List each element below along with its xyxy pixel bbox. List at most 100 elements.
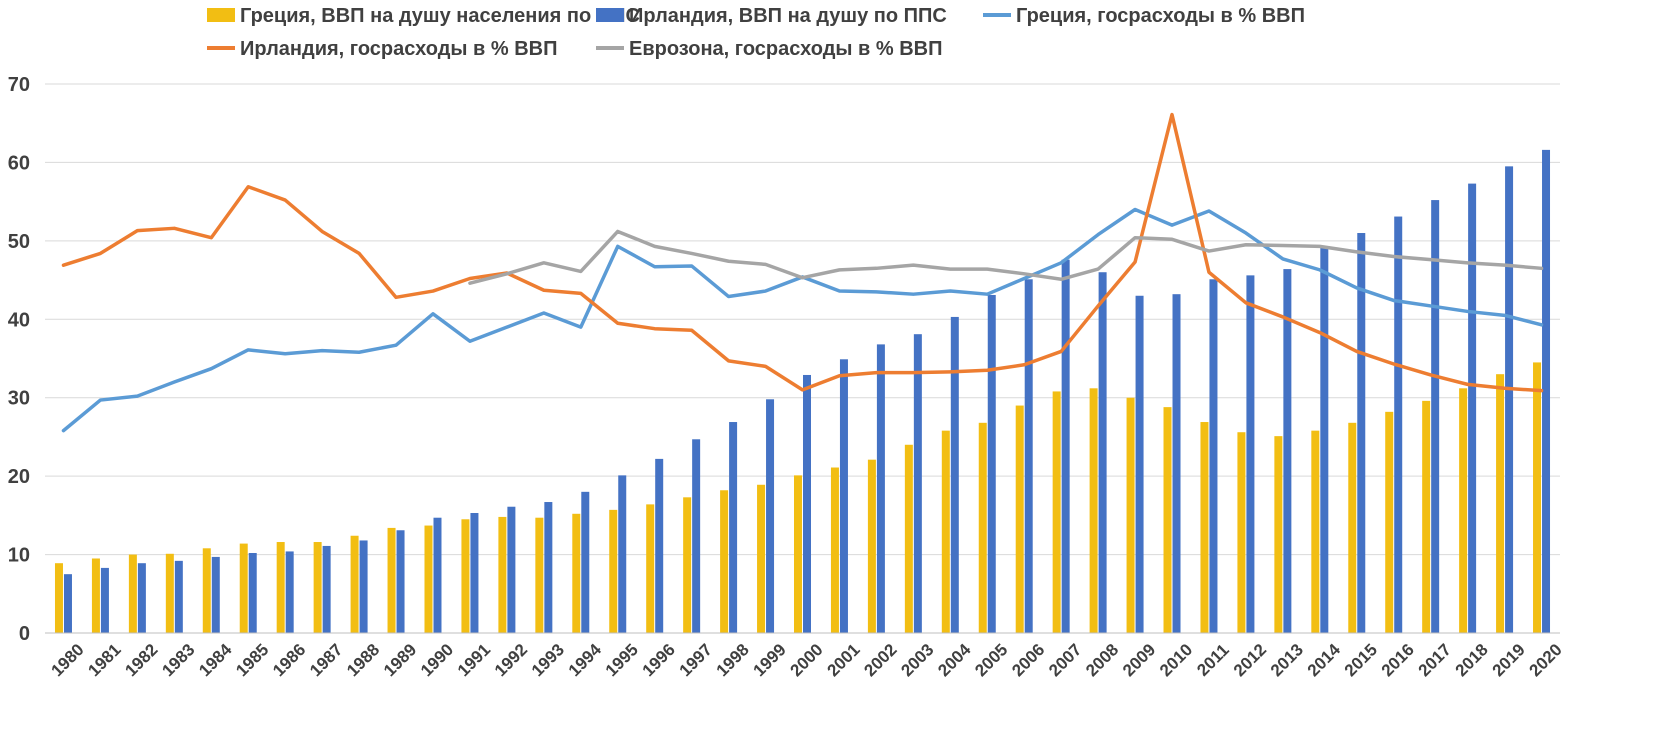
bar-greece-gdp-1998: [720, 490, 729, 633]
legend-ireland-gdp-label: Ирландия, ВВП на душу по ППС: [629, 5, 947, 27]
x-tick-label-2000: 2000: [787, 640, 827, 680]
x-tick-label-1997: 1997: [676, 640, 716, 680]
bar-ireland-gdp-1997: [692, 439, 701, 633]
bar-greece-gdp-2015: [1348, 422, 1357, 633]
bar-greece-gdp-1988: [350, 535, 359, 633]
y-tick-label-10: 10: [8, 545, 30, 567]
y-tick-label-60: 60: [8, 152, 30, 174]
x-tick-label-1991: 1991: [454, 640, 494, 680]
bar-greece-gdp-1989: [387, 527, 396, 633]
bar-greece-gdp-2006: [1015, 405, 1024, 633]
bar-ireland-gdp-2008: [1098, 272, 1107, 633]
x-tick-label-1987: 1987: [306, 640, 346, 680]
x-tick-label-2017: 2017: [1415, 640, 1455, 680]
x-tick-label-2015: 2015: [1341, 640, 1381, 680]
y-tick-label-50: 50: [8, 231, 30, 253]
bar-ireland-gdp-1980: [63, 574, 72, 633]
x-tick-label-2018: 2018: [1452, 640, 1492, 680]
x-tick-label-2013: 2013: [1267, 640, 1307, 680]
eurozone-spending-line: [468, 229, 1544, 285]
bar-greece-gdp-2007: [1052, 391, 1061, 633]
bar-greece-gdp-2003: [904, 444, 913, 633]
bar-ireland-gdp-1986: [285, 551, 294, 633]
bar-ireland-gdp-2010: [1172, 294, 1181, 633]
bar-greece-gdp-2010: [1163, 407, 1172, 633]
bar-ireland-gdp-1996: [655, 458, 664, 633]
bar-ireland-gdp-2014: [1320, 247, 1329, 633]
bar-greece-gdp-1981: [91, 558, 100, 633]
legend-greece-spending-label: Греция, госрасходы в % ВВП: [1016, 5, 1305, 27]
bar-greece-gdp-2016: [1385, 411, 1394, 633]
x-tick-label-2016: 2016: [1378, 640, 1418, 680]
bar-ireland-gdp-2009: [1135, 295, 1144, 633]
bar-ireland-gdp-1989: [396, 530, 405, 633]
bar-greece-gdp-1997: [683, 497, 692, 633]
x-tick-label-1983: 1983: [158, 640, 198, 680]
x-tick-label-1989: 1989: [380, 640, 420, 680]
bar-greece-gdp-2018: [1459, 388, 1468, 633]
bar-ireland-gdp-2015: [1357, 233, 1366, 633]
bar-ireland-gdp-2001: [839, 359, 848, 633]
bar-greece-gdp-1980: [54, 563, 63, 633]
bar-ireland-gdp-1984: [211, 556, 220, 633]
bar-ireland-gdp-1993: [544, 502, 553, 633]
bar-greece-gdp-1986: [276, 542, 285, 633]
bar-greece-gdp-1982: [128, 554, 137, 633]
bar-greece-gdp-1987: [313, 542, 322, 633]
x-tick-label-1985: 1985: [232, 640, 272, 680]
bar-ireland-gdp-1988: [359, 540, 368, 633]
x-tick-label-2007: 2007: [1045, 640, 1085, 680]
bar-greece-gdp-1990: [424, 525, 433, 633]
x-tick-label-1988: 1988: [343, 640, 383, 680]
bar-ireland-gdp-2016: [1394, 216, 1403, 633]
legend-ireland-spending-label: Ирландия, госрасходы в % ВВП: [240, 38, 557, 60]
bar-greece-gdp-1991: [461, 519, 470, 633]
legend-greece-gdp-swatch: [207, 8, 235, 22]
x-tick-label-2008: 2008: [1082, 640, 1122, 680]
bar-ireland-gdp-2006: [1024, 279, 1033, 633]
bar-ireland-gdp-2019: [1505, 166, 1514, 633]
bar-greece-gdp-2020: [1533, 362, 1542, 633]
x-tick-label-2006: 2006: [1008, 640, 1048, 680]
bar-ireland-gdp-1990: [433, 517, 442, 633]
bar-ireland-gdp-2011: [1209, 279, 1218, 633]
bar-greece-gdp-2009: [1126, 397, 1135, 633]
x-tick-label-1995: 1995: [602, 640, 642, 680]
x-tick-label-2014: 2014: [1304, 640, 1345, 681]
bar-greece-gdp-2000: [794, 475, 802, 633]
bar-greece-gdp-2005: [978, 422, 987, 633]
x-tick-label-2005: 2005: [971, 640, 1011, 680]
x-tick-label-2011: 2011: [1193, 640, 1233, 680]
ireland-spending-line: [61, 112, 1544, 393]
x-tick-label-1980: 1980: [47, 640, 87, 680]
bar-ireland-gdp-2017: [1431, 200, 1440, 633]
x-tick-label-2001: 2001: [823, 640, 863, 680]
x-tick-label-1993: 1993: [528, 640, 568, 680]
bar-ireland-gdp-2004: [950, 316, 959, 633]
bar-greece-gdp-2019: [1496, 374, 1505, 633]
bar-greece-gdp-1999: [757, 484, 766, 633]
bar-greece-gdp-2017: [1422, 400, 1431, 633]
x-tick-label-2020: 2020: [1526, 640, 1566, 680]
x-tick-label-2012: 2012: [1230, 640, 1270, 680]
bar-greece-gdp-2004: [941, 430, 950, 633]
x-tick-label-2003: 2003: [897, 640, 937, 680]
bar-ireland-gdp-1982: [137, 563, 146, 633]
bar-greece-gdp-2008: [1089, 388, 1098, 633]
legend-eurozone-spending-label: Еврозона, госрасходы в % ВВП: [629, 38, 943, 60]
x-tick-label-2002: 2002: [860, 640, 900, 680]
bar-greece-gdp-1995: [609, 509, 618, 633]
bar-ireland-gdp-1992: [507, 506, 516, 633]
bar-greece-gdp-1985: [239, 543, 248, 633]
bar-ireland-gdp-1999: [766, 399, 775, 633]
y-tick-label-40: 40: [8, 309, 30, 331]
lines: [61, 112, 1544, 433]
x-tick-label-1998: 1998: [713, 640, 753, 680]
x-tick-label-1996: 1996: [639, 640, 679, 680]
bar-greece-gdp-1994: [572, 513, 581, 633]
x-tick-label-2009: 2009: [1119, 640, 1159, 680]
bar-ireland-gdp-2005: [987, 294, 996, 633]
bar-greece-gdp-2014: [1311, 430, 1320, 633]
bar-greece-gdp-1993: [535, 517, 544, 633]
